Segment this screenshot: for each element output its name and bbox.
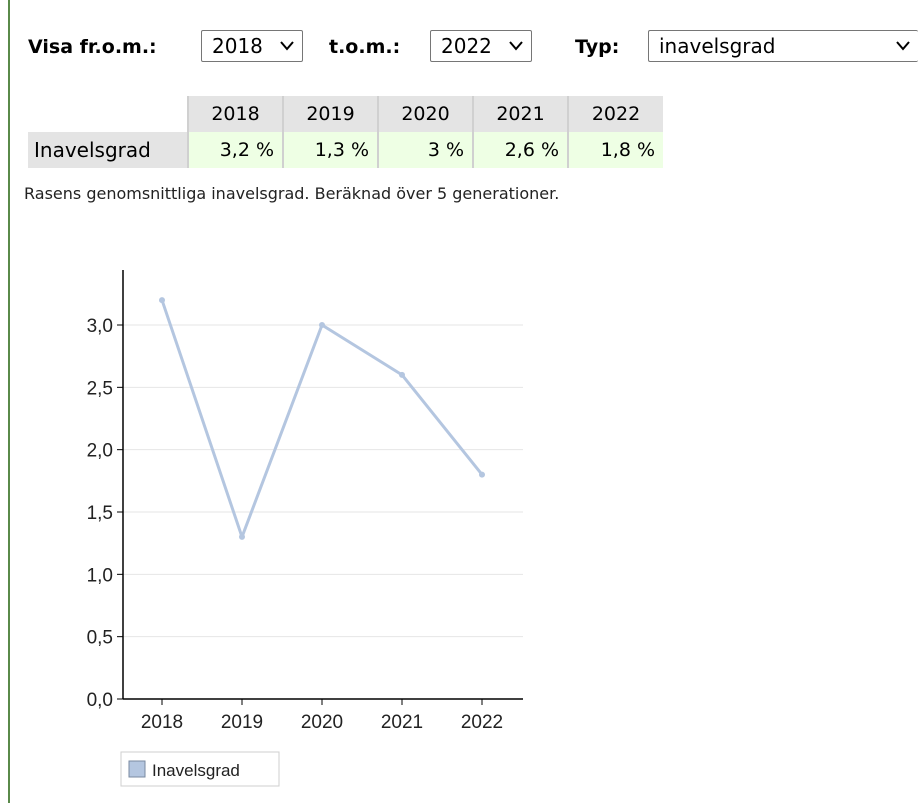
table-row-label: Inavelsgrad [28,132,188,168]
table-year-header: 2019 [282,96,378,132]
chevron-down-icon [509,41,523,51]
inbreeding-line-chart: 0,0 0,5 1,0 1,5 2,0 2,5 3,0 2018 2019 2020 2021 202… [87,270,523,787]
legend-swatch [128,760,146,778]
left-border-rule [8,0,10,803]
y-tick-label: 1,5 [87,503,113,524]
y-tick-label: 2,5 [87,378,113,399]
x-tick-label: 2018 [141,712,183,733]
table-value-cell: 1,3 % [282,132,378,168]
y-tick-label: 1,0 [87,565,113,586]
from-label: Visa fr.o.m.: [28,36,157,58]
data-point [319,322,325,328]
table-value-cell: 1,8 % [567,132,663,168]
type-select[interactable]: inavelsgrad [648,30,918,62]
inbreeding-table: 2018 2019 2020 2021 2022 Inavelsgrad 3,2… [28,96,663,168]
table-year-header: 2022 [567,96,663,132]
table-value-cell: 3,2 % [187,132,283,168]
table-corner [28,96,188,132]
series-line [160,299,484,539]
data-point [239,533,245,540]
y-tick-label: 0,0 [87,690,113,711]
x-tick-label: 2021 [381,712,423,733]
x-tick-label: 2020 [301,712,343,733]
table-value-cell: 3 % [377,132,473,168]
chevron-down-icon [896,41,910,51]
type-value: inavelsgrad [659,34,776,58]
to-year-select[interactable]: 2022 [430,30,532,62]
data-point [399,371,405,378]
type-label: Typ: [575,36,620,58]
from-year-select[interactable]: 2018 [201,30,303,62]
x-tick-label: 2019 [221,712,263,733]
to-year-value: 2022 [441,34,492,58]
data-point [159,297,165,304]
x-tick-label: 2022 [461,712,503,733]
y-tick-label: 3,0 [87,316,113,337]
legend-box [120,751,280,787]
to-label: t.o.m.: [329,36,401,58]
table-year-header: 2020 [377,96,473,132]
table-year-header: 2018 [187,96,283,132]
table-year-header: 2021 [472,96,568,132]
chevron-down-icon [280,41,294,51]
y-tick-label: 0,5 [87,628,113,649]
data-point [479,471,485,478]
table-row: Inavelsgrad 3,2 % 1,3 % 3 % 2,6 % 1,8 % [28,132,663,168]
table-value-cell: 2,6 % [472,132,568,168]
table-caption: Rasens genomsnittliga inavelsgrad. Beräk… [24,184,560,203]
from-year-value: 2018 [212,34,263,58]
legend-label: Inavelsgrad [152,761,240,780]
y-tick-label: 2,0 [87,441,113,462]
table-header-row: 2018 2019 2020 2021 2022 [28,96,663,132]
